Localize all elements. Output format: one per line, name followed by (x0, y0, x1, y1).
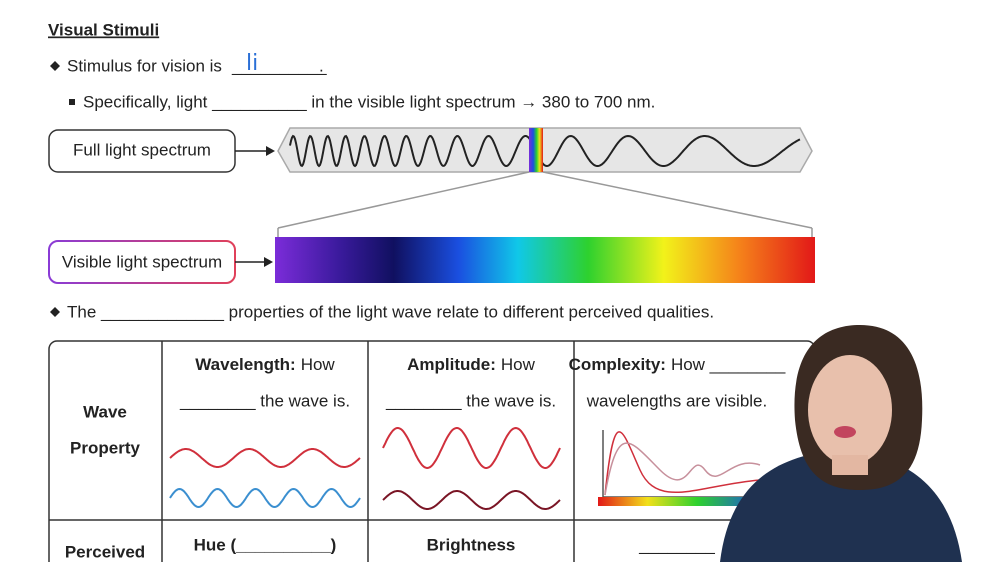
heading-lead: How (501, 355, 536, 374)
full-label: Full light spectrum (73, 140, 211, 159)
heading-term: Complexity: (569, 355, 666, 374)
bullet-diamond (50, 307, 60, 317)
wave-low (382, 490, 561, 510)
zoom-lines (277, 171, 813, 229)
sub-bullet (69, 99, 75, 105)
full-wave (289, 134, 801, 168)
wave-short (169, 487, 361, 509)
spectrum-box (277, 127, 813, 173)
blank: __________ (231, 56, 327, 75)
column-line2: ________ the wave is. (385, 391, 556, 410)
handwriting: li (246, 51, 258, 76)
bullet-text: Stimulus for vision is (67, 56, 222, 75)
arrowhead (266, 146, 275, 156)
perceived: Hue (__________) (194, 535, 337, 554)
row-header: Perceived (65, 542, 145, 561)
table-rules (49, 341, 815, 562)
presenter-face (808, 355, 892, 465)
column-heading: Complexity: How ________ (569, 355, 786, 374)
row-header: Wave (83, 402, 127, 421)
complex-curve (604, 442, 761, 496)
visible-slit (529, 128, 543, 172)
bullet-end: . (319, 56, 324, 75)
presenter-lips (834, 426, 856, 438)
presenter-neck (832, 455, 868, 475)
perceived: Brightness (427, 535, 516, 554)
column-line2: wavelengths are visible. (586, 391, 767, 410)
column-line2: ________ the wave is. (179, 391, 350, 410)
wave-long (169, 448, 361, 468)
visible-label: Visible light spectrum (62, 252, 222, 271)
bullet-text: The _____________ properties of the ligh… (67, 302, 714, 321)
zoom-ticks (277, 228, 813, 238)
title: Visual Stimuli (48, 20, 159, 39)
presenter-body (720, 450, 962, 562)
complex-curve (604, 431, 761, 496)
arrowhead (264, 257, 273, 267)
heading-term: Wavelength: (195, 355, 295, 374)
heading-lead: How ________ (671, 355, 786, 374)
visible-spectrum (275, 237, 815, 283)
heading-term: Amplitude: (407, 355, 496, 374)
spectrum-bar (598, 497, 763, 506)
row-header: Property (70, 438, 140, 457)
column-heading: Wavelength: How (195, 355, 335, 374)
heading-lead: How (301, 355, 336, 374)
wave-tall (382, 426, 561, 470)
presenter (720, 325, 962, 562)
bullet-diamond (50, 61, 60, 71)
column-heading: Amplitude: How (407, 355, 536, 374)
perceived: ________ (638, 535, 715, 554)
sub-bullet-text: Specifically, light __________ in the vi… (83, 92, 655, 111)
